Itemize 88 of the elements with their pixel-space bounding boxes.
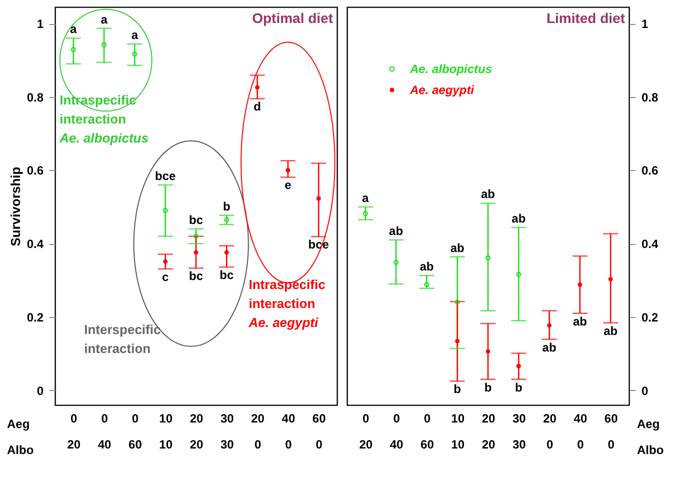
point bbox=[194, 250, 198, 255]
point bbox=[516, 364, 521, 368]
text: Aeg bbox=[637, 417, 660, 431]
chart-title: Limited diet bbox=[546, 10, 626, 26]
annotation: bc bbox=[188, 212, 204, 227]
annotation: ab bbox=[450, 240, 464, 255]
x-tick-label: 0 40 bbox=[390, 412, 404, 452]
x-tick-label: 20 20 bbox=[482, 412, 496, 452]
point bbox=[316, 196, 321, 201]
annotation: a bbox=[362, 190, 370, 205]
annotation: ab bbox=[572, 314, 587, 328]
x-tick-label: 40 0 bbox=[282, 412, 296, 452]
point bbox=[70, 47, 76, 52]
x-tick-label: 0 20 bbox=[67, 412, 81, 452]
annotation: a bbox=[70, 22, 78, 36]
text: Albo bbox=[7, 443, 34, 457]
x-tick-label: 40 0 bbox=[574, 412, 588, 452]
annotation: b bbox=[514, 380, 522, 394]
annotation: Intraspecific interaction Ae. aegypti bbox=[248, 277, 326, 330]
annotation: ab bbox=[542, 340, 556, 354]
point bbox=[454, 300, 460, 305]
annotation: e bbox=[284, 178, 292, 192]
point bbox=[286, 168, 290, 172]
x-tick-label: 20 0 bbox=[251, 412, 265, 452]
y-tick-label: 0.4 bbox=[26, 237, 44, 252]
annotation: b bbox=[454, 382, 462, 396]
legend-label: Ae. albopictus bbox=[409, 62, 492, 76]
point bbox=[485, 255, 491, 260]
annotation: bce bbox=[155, 168, 176, 183]
point bbox=[547, 323, 552, 328]
annotation: ab bbox=[389, 224, 404, 238]
x-tick-label: 20 0 bbox=[543, 412, 557, 452]
x-tick-label: 10 10 bbox=[159, 412, 173, 452]
point bbox=[455, 338, 460, 344]
y-axis-title: Survivorship bbox=[8, 166, 23, 246]
annotation: a bbox=[131, 28, 138, 42]
y-tick-label: 0.6 bbox=[26, 164, 44, 178]
point bbox=[163, 259, 168, 264]
point bbox=[101, 42, 107, 48]
annotation: ab bbox=[480, 187, 496, 202]
x-tick-label: 30 30 bbox=[220, 412, 234, 452]
annotation: ab bbox=[512, 211, 526, 226]
annotation: b bbox=[222, 199, 230, 214]
y-tick-label: 0 bbox=[642, 384, 648, 398]
point bbox=[362, 210, 368, 216]
annotation: c bbox=[162, 270, 170, 284]
y-tick-label: 1 bbox=[36, 17, 44, 32]
point bbox=[486, 349, 490, 354]
y-tick-label: 0.4 bbox=[642, 237, 659, 252]
text: Aeg bbox=[7, 417, 30, 431]
y-tick-label: 0.2 bbox=[642, 310, 659, 324]
point bbox=[255, 85, 260, 90]
point bbox=[132, 51, 138, 56]
annotation: Interspecific interaction bbox=[84, 322, 161, 356]
point bbox=[193, 234, 199, 239]
point bbox=[162, 208, 168, 214]
x-tick-label: 10 10 bbox=[451, 412, 465, 452]
annotation: a bbox=[100, 12, 108, 26]
x-tick-label: 60 0 bbox=[312, 412, 326, 452]
y-tick-label: 0.8 bbox=[26, 90, 44, 104]
point bbox=[608, 276, 613, 282]
annotation: b bbox=[484, 380, 492, 394]
point bbox=[516, 272, 522, 277]
x-tick-label: 60 0 bbox=[604, 412, 618, 452]
x-tick-label: 0 20 bbox=[359, 412, 373, 452]
annotation: bc bbox=[188, 269, 204, 284]
point bbox=[224, 250, 229, 255]
annotation: ab bbox=[604, 324, 618, 338]
x-tick-label: 30 30 bbox=[512, 412, 526, 452]
y-tick-label: 0.6 bbox=[642, 164, 659, 178]
x-tick-label: 0 60 bbox=[420, 412, 434, 452]
y-tick-label: 0 bbox=[36, 384, 44, 398]
annotation: bc bbox=[220, 268, 234, 282]
x-tick-label: 0 40 bbox=[98, 412, 112, 452]
y-tick-label: 1 bbox=[642, 17, 648, 32]
point bbox=[424, 282, 430, 288]
point bbox=[578, 282, 582, 287]
chart-title: Optimal diet bbox=[252, 10, 334, 26]
y-tick-label: 0.2 bbox=[26, 310, 44, 324]
y-tick-label: 0.8 bbox=[642, 90, 659, 104]
text: Albo bbox=[637, 443, 664, 457]
annotation: ab bbox=[420, 260, 434, 274]
annotation: d bbox=[254, 100, 261, 114]
point bbox=[393, 260, 399, 265]
point bbox=[224, 217, 230, 222]
x-tick-label: 20 20 bbox=[190, 412, 204, 452]
x-tick-label: 0 60 bbox=[128, 412, 142, 452]
legend-label: Ae. aegypti bbox=[409, 83, 475, 97]
